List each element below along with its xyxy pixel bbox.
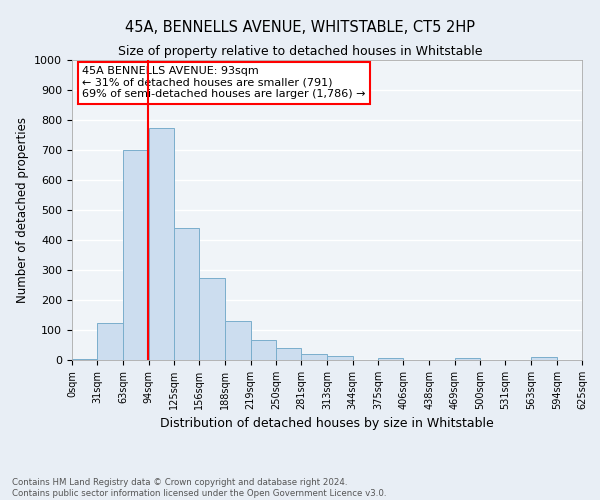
- X-axis label: Distribution of detached houses by size in Whitstable: Distribution of detached houses by size …: [160, 418, 494, 430]
- Bar: [149, 128, 174, 360]
- Bar: [276, 348, 301, 360]
- Text: 45A, BENNELLS AVENUE, WHITSTABLE, CT5 2HP: 45A, BENNELLS AVENUE, WHITSTABLE, CT5 2H…: [125, 20, 475, 35]
- Bar: [199, 278, 226, 360]
- Y-axis label: Number of detached properties: Number of detached properties: [16, 117, 29, 303]
- Bar: [251, 340, 276, 360]
- Bar: [532, 357, 557, 360]
- Bar: [97, 322, 124, 360]
- Text: 45A BENNELLS AVENUE: 93sqm
← 31% of detached houses are smaller (791)
69% of sem: 45A BENNELLS AVENUE: 93sqm ← 31% of deta…: [82, 66, 366, 99]
- Bar: [226, 321, 251, 360]
- Bar: [72, 358, 97, 360]
- Bar: [378, 358, 403, 360]
- Text: Contains HM Land Registry data © Crown copyright and database right 2024.
Contai: Contains HM Land Registry data © Crown c…: [12, 478, 386, 498]
- Bar: [328, 356, 353, 360]
- Bar: [301, 354, 328, 360]
- Text: Size of property relative to detached houses in Whitstable: Size of property relative to detached ho…: [118, 45, 482, 58]
- Bar: [124, 150, 149, 360]
- Bar: [174, 228, 199, 360]
- Bar: [455, 358, 480, 360]
